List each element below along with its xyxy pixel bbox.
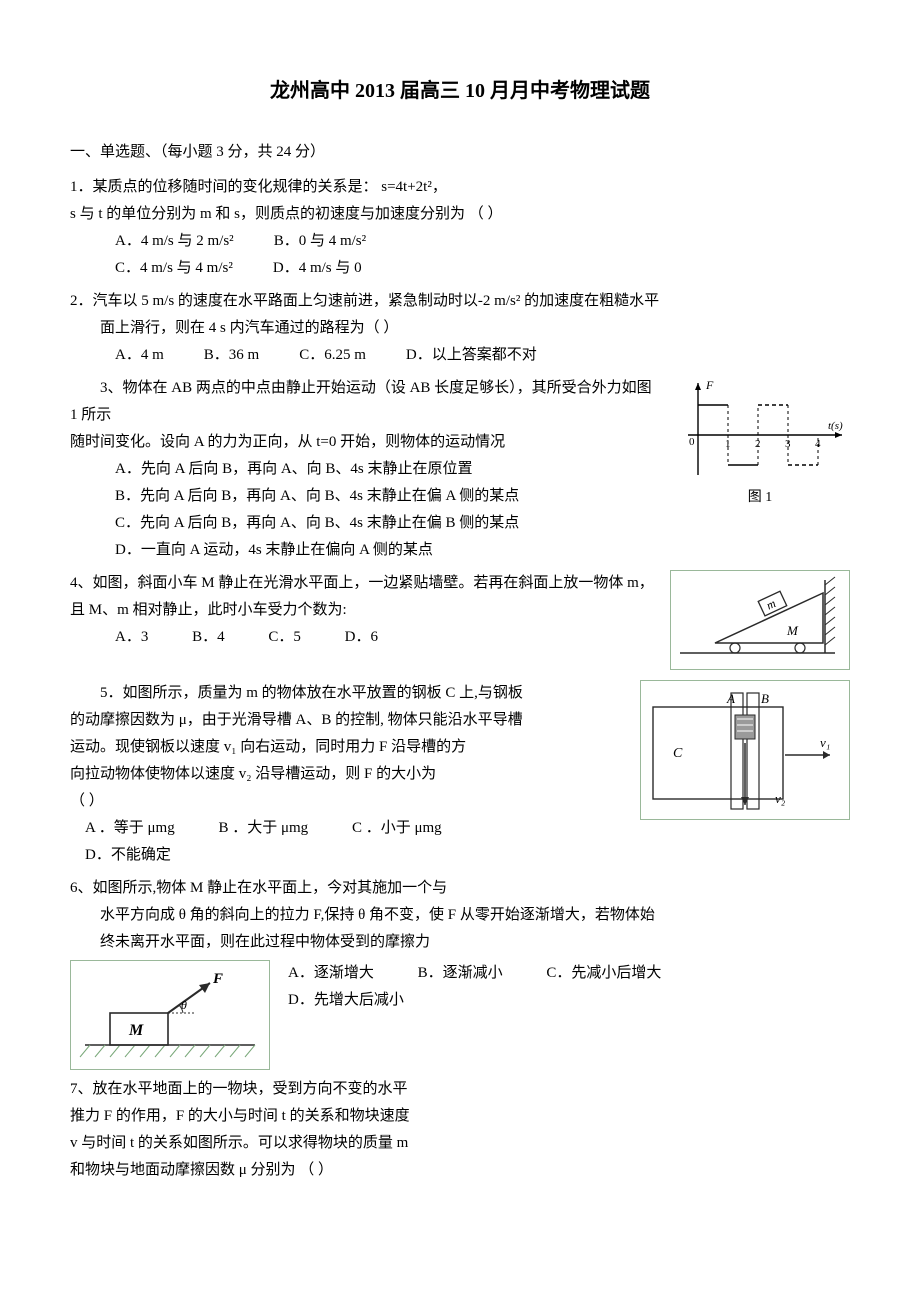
q2-line2: 面上滑行，则在 4 s 内汽车通过的路程为（ ） <box>70 315 850 342</box>
q4-opt-b: B．4 <box>192 629 225 645</box>
q2-opt-b: B．36 m <box>204 342 259 369</box>
q6-line2: 水平方向成 θ 角的斜向上的拉力 F,保持 θ 角不变，使 F 从零开始逐渐增大… <box>70 902 850 929</box>
q2-opt-d: D．以上答案都不对 <box>406 342 537 369</box>
svg-text:B: B <box>761 691 769 706</box>
q5-opt-a: A ．等于 μmg <box>85 820 175 836</box>
q4-figure: m M <box>670 570 850 670</box>
q5-opt-c: C ．小于 μmg <box>352 820 442 836</box>
q5-figure: C A B v₁ v₂ <box>640 680 850 820</box>
q1-line2: s 与 t 的单位分别为 m 和 s，则质点的初速度与加速度分别为 （ ） <box>70 201 850 228</box>
page-title: 龙州高中 2013 届高三 10 月月中考物理试题 <box>70 73 850 109</box>
question-2: 2．汽车以 5 m/s 的速度在水平路面上匀速前进，紧急制动时以-2 m/s² … <box>70 288 850 369</box>
q7-line4: 和物块与地面动摩擦因数 μ 分别为 （ ） <box>70 1157 850 1184</box>
q6-opt-b: B．逐渐减小 <box>418 965 503 981</box>
q6-opt-a: A．逐渐增大 <box>288 965 374 981</box>
svg-text:M: M <box>128 1022 144 1039</box>
svg-text:M: M <box>786 623 799 638</box>
q4-opt-a: A．3 <box>115 629 148 645</box>
q3-opt-d: D．一直向 A 运动，4s 末静止在偏向 A 侧的某点 <box>115 537 850 564</box>
svg-text:v₂: v₂ <box>775 791 786 806</box>
section-1-head: 一、单选题、（每小题 3 分，共 24 分） <box>70 139 850 166</box>
svg-text:m: m <box>764 596 778 612</box>
q1-opt-a: A．4 m/s 与 2 m/s² <box>115 228 234 255</box>
q6-figure: M F θ <box>70 960 270 1070</box>
q5-opt-d: D．不能确定 <box>85 842 850 869</box>
question-6: 6、如图所示,物体 M 静止在水平面上，今对其施加一个与 水平方向成 θ 角的斜… <box>70 875 850 1070</box>
q4-opt-c: C．5 <box>268 629 301 645</box>
question-3: F t(s) 0 1 2 3 4 图 1 3、物体在 AB 两点的中点由静止开始… <box>70 375 850 564</box>
q5-opt-b: B ．大于 μmg <box>218 820 308 836</box>
q7-line3: v 与时间 t 的关系如图所示。可以求得物块的质量 m <box>70 1130 850 1157</box>
question-4: m M 4、如图，斜面小车 M 静止在光滑水平面上，一边紧贴墙壁。若再在斜面上放… <box>70 570 850 674</box>
q7-line1: 7、放在水平地面上的一物块，受到方向不变的水平 <box>70 1076 850 1103</box>
q2-opt-c: C．6.25 m <box>299 342 366 369</box>
q6-line1: 6、如图所示,物体 M 静止在水平面上，今对其施加一个与 <box>70 875 850 902</box>
q1-opt-b: B．0 与 4 m/s² <box>274 228 366 255</box>
svg-text:1: 1 <box>725 438 731 450</box>
q1-line1: 1．某质点的位移随时间的变化规律的关系是： s=4t+2t²， <box>70 174 850 201</box>
q1-opt-c: C．4 m/s 与 4 m/s² <box>115 255 233 282</box>
svg-text:C: C <box>673 746 683 761</box>
svg-text:t(s): t(s) <box>828 420 843 432</box>
q7-line2: 推力 F 的作用，F 的大小与时间 t 的关系和物块速度 <box>70 1103 850 1130</box>
svg-text:3: 3 <box>785 438 791 450</box>
svg-text:4: 4 <box>815 438 821 450</box>
svg-text:2: 2 <box>755 438 761 450</box>
svg-text:θ: θ <box>181 998 187 1012</box>
q3-opt-c: C．先向 A 后向 B，再向 A、向 B、4s 末静止在偏 B 侧的某点 <box>115 510 850 537</box>
svg-text:0: 0 <box>689 436 695 448</box>
svg-text:v₁: v₁ <box>820 735 830 750</box>
q3-figure: F t(s) 0 1 2 3 4 图 1 <box>670 375 850 510</box>
question-5: C A B v₁ v₂ 5．如图所示，质量为 m 的物体放在水平放置的钢板 C … <box>70 680 850 869</box>
svg-text:F: F <box>705 378 714 392</box>
q2-line1: 2．汽车以 5 m/s 的速度在水平路面上匀速前进，紧急制动时以-2 m/s² … <box>70 288 850 315</box>
q2-opt-a: A．4 m <box>115 342 164 369</box>
q4-opt-d: D．6 <box>345 629 378 645</box>
q1-opt-d: D．4 m/s 与 0 <box>273 255 362 282</box>
svg-text:A: A <box>726 691 735 706</box>
q3-fig-caption: 图 1 <box>670 485 850 510</box>
q6-line3: 终未离开水平面，则在此过程中物体受到的摩擦力 <box>70 929 850 956</box>
q6-opt-c: C．先减小后增大 <box>546 965 661 981</box>
svg-text:F: F <box>212 971 223 987</box>
question-7: 7、放在水平地面上的一物块，受到方向不变的水平 推力 F 的作用，F 的大小与时… <box>70 1076 850 1184</box>
question-1: 1．某质点的位移随时间的变化规律的关系是： s=4t+2t²， s 与 t 的单… <box>70 174 850 282</box>
q6-opt-d: D．先增大后减小 <box>288 987 850 1014</box>
